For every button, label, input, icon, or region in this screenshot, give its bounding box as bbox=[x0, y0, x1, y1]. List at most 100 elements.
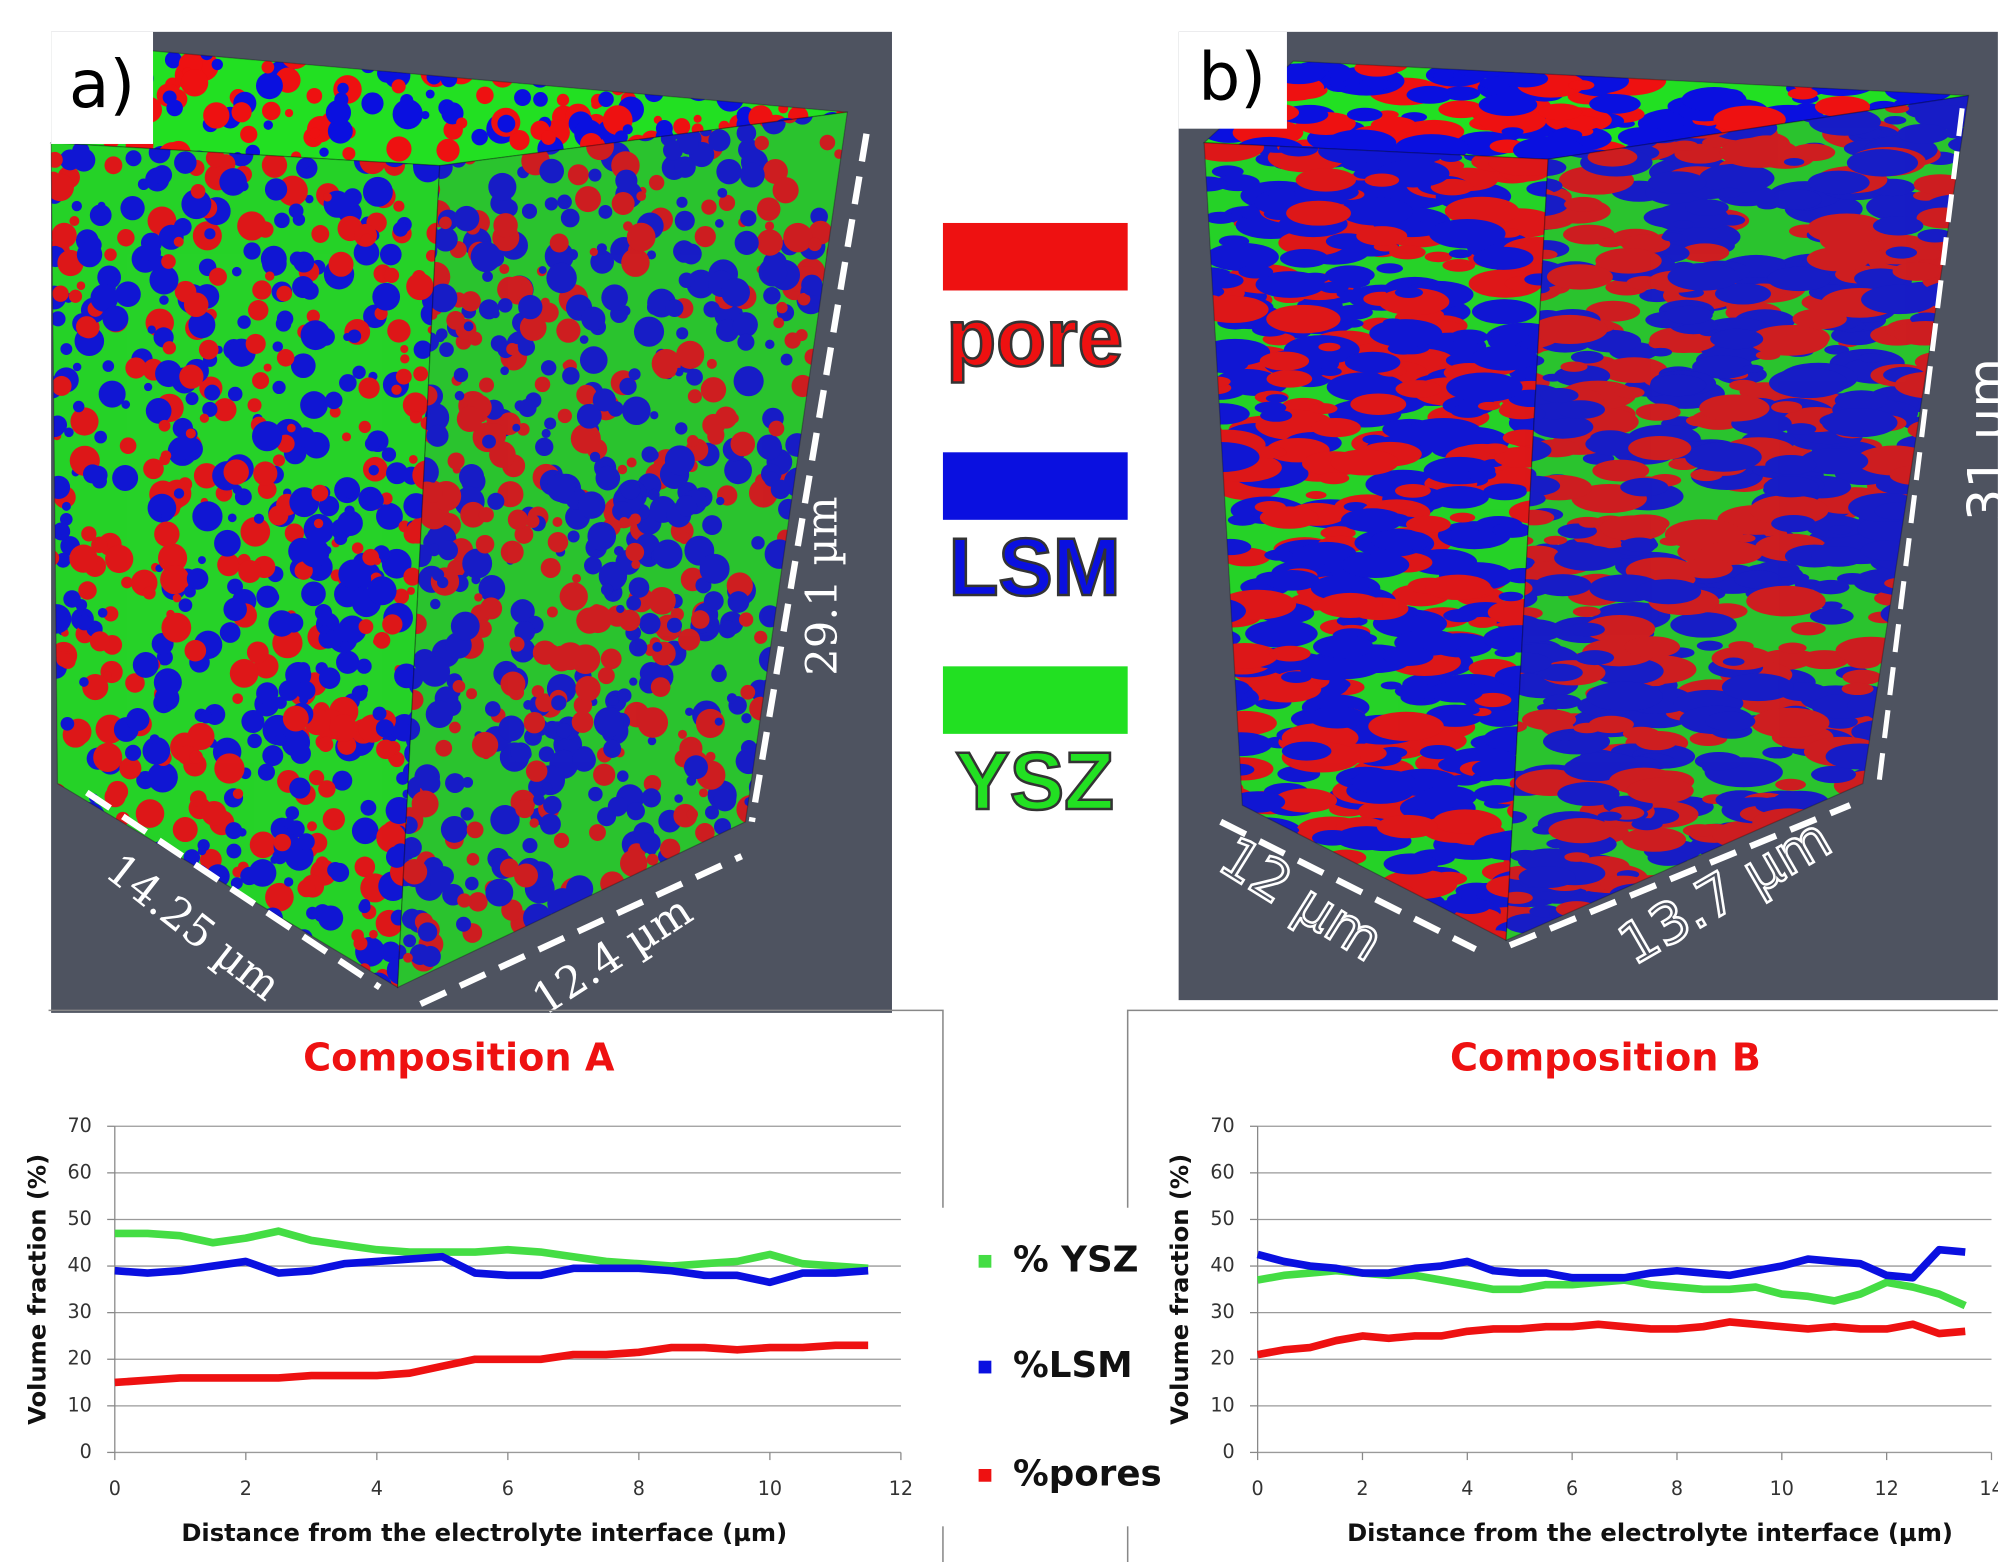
texture-blob bbox=[1672, 141, 1699, 151]
texture-blob bbox=[482, 435, 496, 449]
texture-blob bbox=[667, 618, 682, 633]
texture-blob bbox=[509, 637, 524, 652]
texture-blob bbox=[541, 130, 556, 145]
texture-blob bbox=[639, 613, 660, 634]
texture-blob bbox=[360, 899, 371, 910]
texture-blob bbox=[497, 277, 522, 302]
texture-blob bbox=[446, 311, 465, 330]
texture-blob bbox=[52, 376, 72, 396]
texture-blob bbox=[479, 507, 494, 522]
texture-blob bbox=[1847, 149, 1918, 176]
x-tick-label: 2 bbox=[1356, 1477, 1368, 1500]
texture-blob bbox=[1376, 263, 1403, 273]
texture-blob bbox=[163, 341, 176, 354]
texture-blob bbox=[665, 445, 695, 475]
texture-blob bbox=[461, 807, 474, 820]
texture-blob bbox=[105, 545, 133, 573]
texture-blob bbox=[1589, 94, 1641, 114]
texture-blob bbox=[1522, 709, 1576, 730]
texture-blob bbox=[365, 436, 380, 451]
texture-blob bbox=[79, 677, 89, 687]
texture-blob bbox=[572, 574, 581, 583]
texture-blob bbox=[1266, 394, 1288, 402]
texture-blob bbox=[214, 753, 244, 783]
texture-blob bbox=[1547, 264, 1613, 289]
texture-blob bbox=[126, 708, 149, 731]
texture-blob bbox=[1450, 513, 1475, 523]
texture-blob bbox=[648, 489, 660, 501]
texture-blob bbox=[352, 542, 363, 553]
texture-blob bbox=[430, 872, 450, 892]
texture-blob bbox=[545, 197, 558, 210]
texture-blob bbox=[1268, 188, 1296, 199]
texture-blob bbox=[247, 641, 269, 663]
texture-blob bbox=[482, 271, 493, 282]
texture-blob bbox=[264, 364, 272, 372]
texture-blob bbox=[1313, 635, 1373, 658]
texture-blob bbox=[361, 233, 373, 245]
texture-blob bbox=[608, 695, 619, 706]
texture-blob bbox=[300, 391, 328, 419]
texture-blob bbox=[1539, 103, 1583, 120]
texture-blob bbox=[522, 204, 537, 219]
texture-blob bbox=[1406, 86, 1452, 104]
texture-blob bbox=[386, 462, 408, 484]
texture-blob bbox=[382, 614, 402, 634]
texture-blob bbox=[751, 536, 764, 549]
texture-blob bbox=[617, 770, 629, 782]
texture-blob bbox=[687, 809, 698, 820]
texture-blob bbox=[203, 102, 229, 128]
texture-blob bbox=[681, 243, 702, 264]
texture-blob bbox=[705, 806, 719, 820]
texture-blob bbox=[318, 780, 335, 797]
texture-blob bbox=[1341, 508, 1403, 532]
texture-blob bbox=[173, 594, 182, 603]
texture-blob bbox=[1771, 515, 1816, 532]
texture-blob bbox=[285, 109, 293, 117]
texture-blob bbox=[119, 757, 141, 779]
texture-blob bbox=[533, 794, 544, 805]
texture-blob bbox=[1429, 219, 1506, 248]
texture-blob bbox=[773, 177, 799, 203]
texture-blob bbox=[407, 587, 415, 595]
texture-blob bbox=[499, 264, 509, 274]
texture-blob bbox=[225, 822, 242, 839]
texture-blob bbox=[1255, 402, 1287, 414]
texture-blob bbox=[1778, 643, 1806, 654]
texture-blob bbox=[801, 275, 822, 296]
texture-blob bbox=[653, 540, 682, 569]
texture-blob bbox=[1352, 770, 1416, 795]
texture-blob bbox=[1791, 622, 1826, 635]
texture-blob bbox=[589, 169, 602, 182]
texture-blob bbox=[1556, 400, 1605, 419]
texture-blob bbox=[274, 834, 291, 851]
legend-swatch bbox=[979, 1469, 992, 1482]
texture-blob bbox=[508, 509, 528, 529]
texture-blob bbox=[382, 447, 396, 461]
texture-blob bbox=[301, 581, 326, 606]
y-tick-label: 30 bbox=[68, 1300, 92, 1323]
texture-blob bbox=[471, 129, 487, 145]
texture-blob bbox=[556, 319, 580, 343]
texture-blob bbox=[1377, 815, 1438, 838]
texture-blob bbox=[393, 201, 404, 212]
texture-blob bbox=[256, 586, 278, 608]
texture-blob bbox=[674, 794, 683, 803]
texture-blob bbox=[715, 407, 737, 429]
texture-blob bbox=[649, 175, 664, 190]
texture-blob bbox=[414, 764, 440, 790]
texture-blob bbox=[51, 223, 76, 248]
texture-blob bbox=[467, 853, 480, 866]
texture-blob bbox=[727, 693, 737, 703]
texture-blob bbox=[703, 301, 719, 317]
texture-blob bbox=[438, 540, 458, 560]
texture-blob bbox=[1317, 593, 1382, 618]
texture-blob bbox=[334, 821, 342, 829]
texture-blob bbox=[1560, 361, 1587, 371]
texture-blob bbox=[526, 760, 548, 782]
texture-blob bbox=[554, 833, 569, 848]
texture-blob bbox=[776, 302, 787, 313]
texture-blob bbox=[1537, 891, 1560, 900]
texture-blob bbox=[274, 734, 286, 746]
texture-blob bbox=[1228, 514, 1257, 525]
